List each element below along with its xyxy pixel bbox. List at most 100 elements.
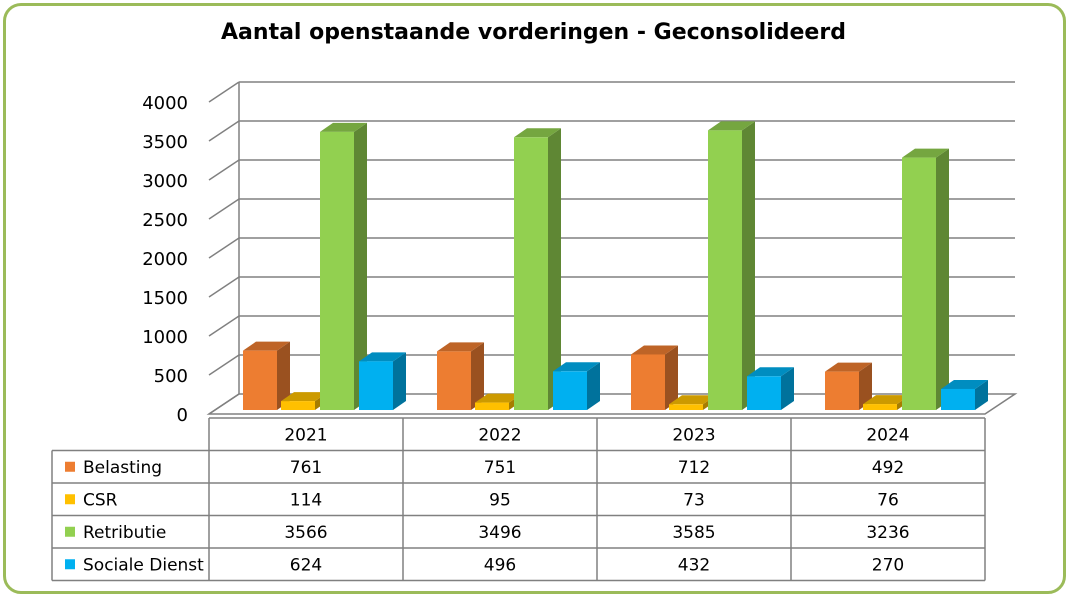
- bar-sociale-dienst: [941, 379, 988, 410]
- bar-side: [587, 362, 600, 410]
- bar-side: [665, 345, 678, 410]
- series-name: Retributie: [83, 523, 166, 543]
- y-tick-label: 4000: [142, 93, 188, 114]
- category-label: 2021: [284, 425, 327, 445]
- bar-front: [825, 371, 859, 410]
- bar-front: [669, 404, 703, 410]
- bar-top: [359, 352, 406, 362]
- bar-top: [475, 393, 522, 403]
- legend-swatch: [65, 494, 75, 505]
- gridline-diagonal: [208, 81, 240, 103]
- bar-front: [863, 404, 897, 410]
- bar-front: [747, 376, 781, 410]
- bar-top: [863, 395, 910, 405]
- bar-belasting: [631, 345, 678, 410]
- bar-retributie: [708, 121, 755, 411]
- series-name: Belasting: [83, 458, 162, 478]
- category-label: 2022: [478, 425, 521, 445]
- bar-side: [936, 148, 949, 411]
- data-table-value: 3585: [672, 523, 715, 543]
- bar-sociale-dienst: [359, 352, 406, 410]
- y-tick-label: 3500: [142, 132, 188, 153]
- bar-belasting: [243, 341, 290, 410]
- bar-front: [359, 361, 393, 410]
- bar-front: [708, 130, 742, 410]
- category-label: 2024: [866, 425, 909, 445]
- y-tick-label: 0: [177, 405, 188, 426]
- gridline-diagonal: [208, 237, 240, 259]
- data-table-value: 114: [290, 490, 322, 510]
- bar-front: [475, 402, 509, 410]
- y-tick-label: 3000: [142, 171, 188, 192]
- data-table-value: 751: [484, 458, 516, 478]
- bar-front: [631, 354, 665, 410]
- bar-top: [708, 121, 755, 131]
- legend-swatch: [65, 559, 75, 570]
- y-tick-label: 1000: [142, 327, 188, 348]
- data-table-value: 73: [683, 490, 705, 510]
- legend-swatch: [65, 461, 75, 472]
- bar-top: [320, 122, 367, 132]
- data-table-value: 432: [678, 555, 710, 575]
- bar-top: [825, 362, 872, 372]
- gridline-diagonal: [208, 120, 240, 142]
- bar-side: [975, 379, 988, 410]
- bar-front: [320, 131, 354, 411]
- bar-side: [393, 352, 406, 410]
- bar-retributie: [514, 128, 561, 410]
- bar-side: [354, 122, 367, 411]
- bar-top: [553, 362, 600, 372]
- gridline-diagonal: [208, 198, 240, 220]
- y-tick-label: 500: [154, 366, 188, 387]
- series-name: CSR: [83, 490, 118, 510]
- bar-front: [243, 350, 277, 410]
- bar-front: [941, 388, 975, 410]
- bar-side: [781, 367, 794, 410]
- bar-belasting: [825, 362, 872, 410]
- data-table-value: 76: [877, 490, 899, 510]
- y-tick-label: 2000: [142, 249, 188, 270]
- data-table-value: 3566: [284, 523, 327, 543]
- series-name: Sociale Dienst: [83, 555, 204, 575]
- bar-front: [902, 157, 936, 410]
- bar-front: [514, 137, 548, 410]
- bar-top: [902, 148, 949, 158]
- data-table-value: 3236: [866, 523, 909, 543]
- gridline-diagonal: [208, 159, 240, 181]
- bar-side: [859, 362, 872, 410]
- bar-side: [277, 341, 290, 410]
- bar-sociale-dienst: [553, 362, 600, 410]
- data-table-value: 712: [678, 458, 710, 478]
- chart-floor: [206, 393, 1018, 415]
- bar-front: [437, 351, 471, 410]
- data-table-value: 624: [290, 555, 322, 575]
- bar-top: [941, 379, 988, 389]
- data-table-value: 761: [290, 458, 322, 478]
- y-tick-label: 2500: [142, 210, 188, 231]
- data-table-value: 492: [872, 458, 904, 478]
- bar-side: [471, 342, 484, 410]
- bar-top: [514, 128, 561, 138]
- bar-top: [243, 341, 290, 351]
- legend-swatch: [65, 526, 75, 537]
- bar-front: [553, 371, 587, 410]
- bar-side: [742, 121, 755, 411]
- gridline-diagonal: [208, 354, 240, 376]
- category-label: 2023: [672, 425, 715, 445]
- data-table-value: 95: [489, 490, 511, 510]
- bar-top: [281, 392, 328, 402]
- data-table-value: 270: [872, 555, 904, 575]
- bar-front: [281, 401, 315, 410]
- bar-side: [548, 128, 561, 410]
- bar-top: [437, 342, 484, 352]
- bar-top: [669, 395, 716, 405]
- bar-top: [747, 367, 794, 377]
- bar-retributie: [902, 148, 949, 411]
- bar-sociale-dienst: [747, 367, 794, 410]
- data-table-value: 3496: [478, 523, 521, 543]
- data-table-value: 496: [484, 555, 516, 575]
- bar-top: [631, 345, 678, 355]
- gridline-diagonal: [208, 315, 240, 337]
- y-tick-label: 1500: [142, 288, 188, 309]
